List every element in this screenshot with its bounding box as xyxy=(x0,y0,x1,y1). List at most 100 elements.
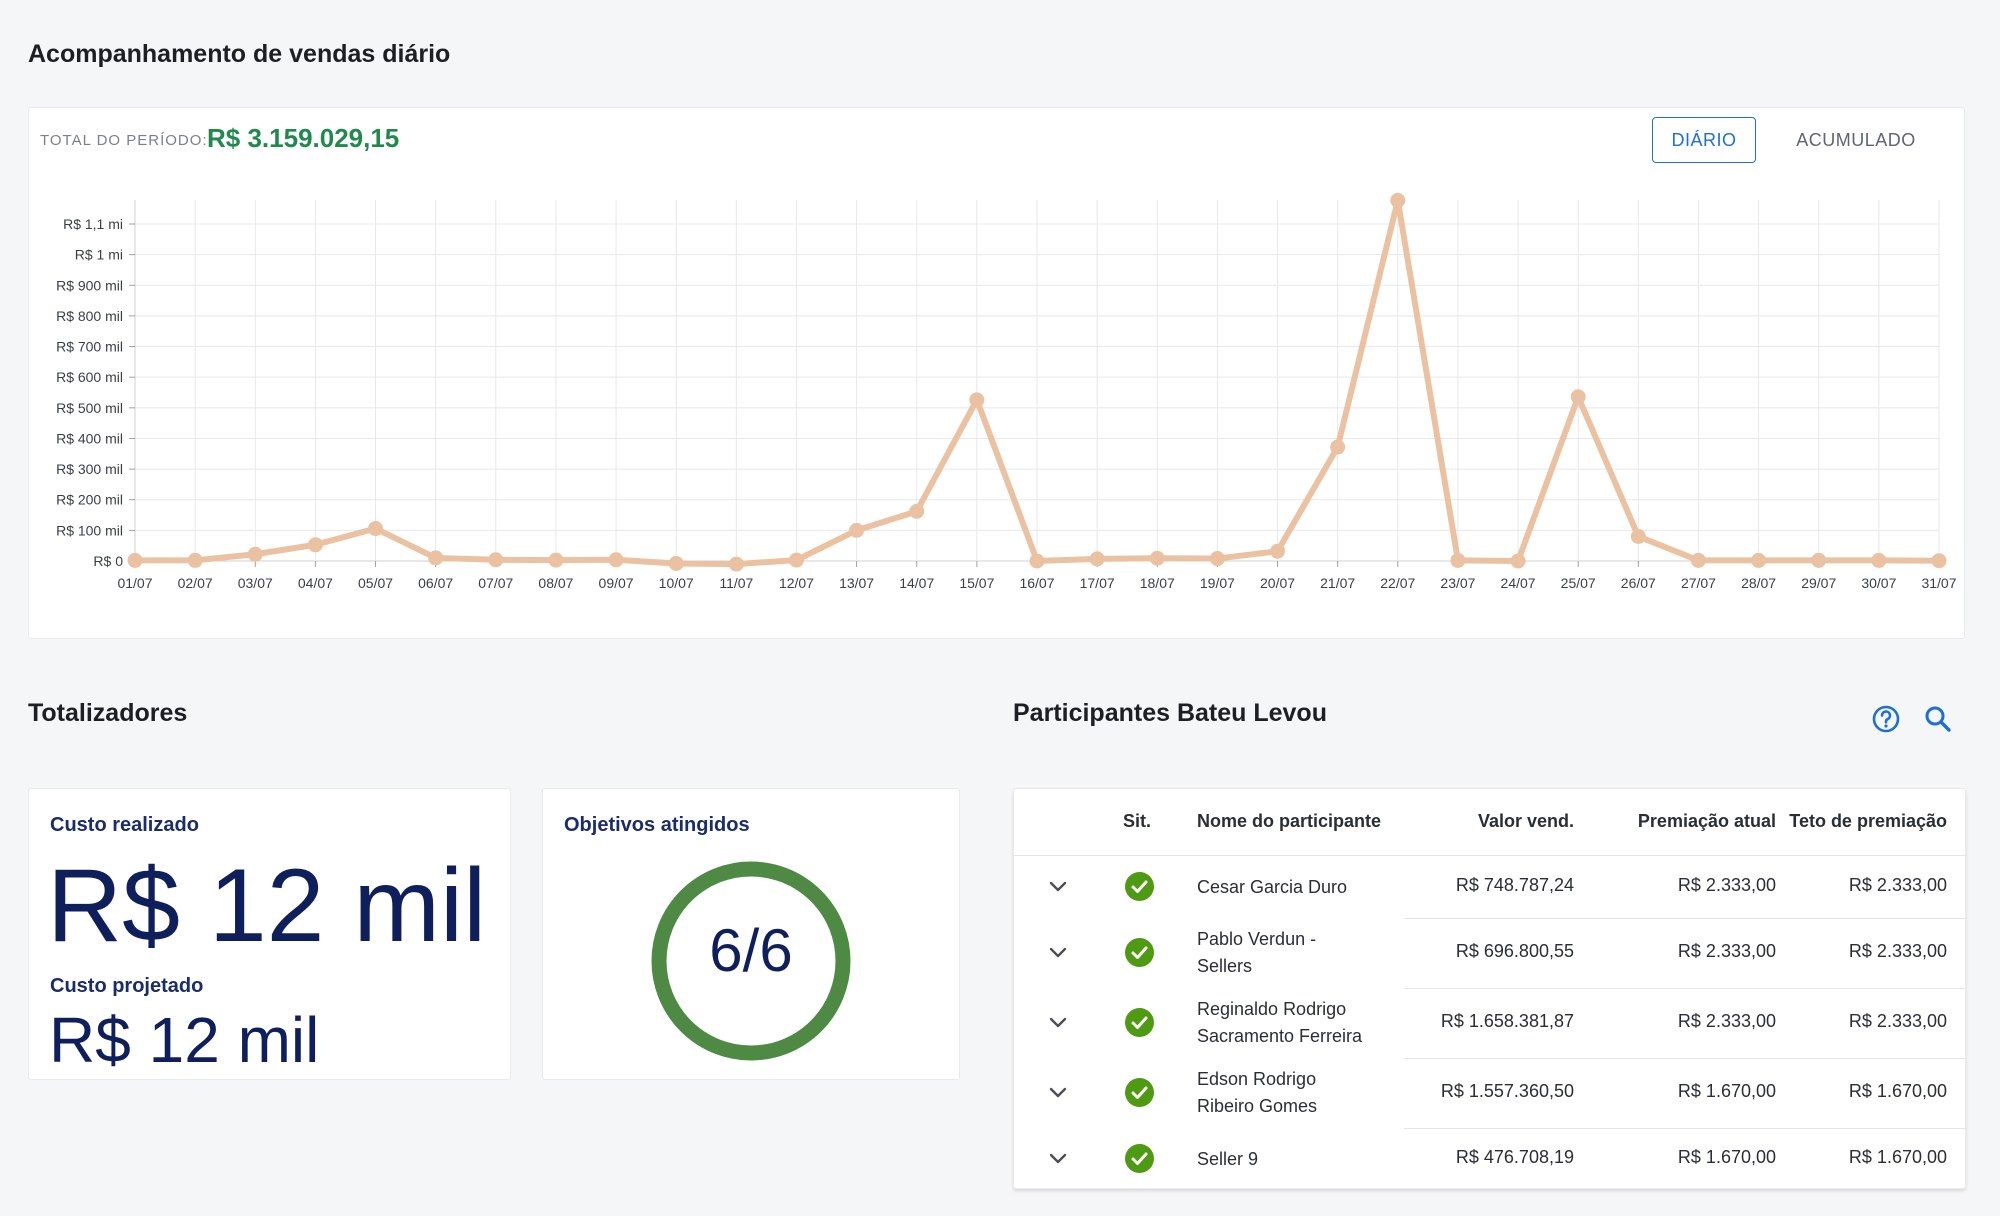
data-point[interactable] xyxy=(668,555,684,571)
check-circle-icon xyxy=(1125,871,1154,901)
chevron-down-icon[interactable] xyxy=(1048,1016,1068,1030)
help-icon[interactable] xyxy=(1868,701,1904,737)
participant-name-line2: Ribeiro Gomes xyxy=(1197,1096,1318,1116)
x-tick-label: 27/07 xyxy=(1681,575,1716,591)
daily-sales-title: Acompanhamento de vendas diário xyxy=(28,40,451,68)
data-point[interactable] xyxy=(368,521,384,537)
x-tick-label: 06/07 xyxy=(418,575,453,591)
participant-name-line1: Cesar Garcia Duro xyxy=(1197,876,1348,897)
column-header-cap: Teto de premiação xyxy=(1789,811,1947,831)
participant-name-line1: Reginaldo Rodrigo xyxy=(1197,999,1347,1019)
data-point[interactable] xyxy=(488,552,504,568)
data-point[interactable] xyxy=(849,522,865,538)
data-point[interactable] xyxy=(788,552,804,568)
sold-value: R$ 476.708,19 xyxy=(1455,1147,1574,1167)
data-point[interactable] xyxy=(728,556,744,572)
x-tick-label: 18/07 xyxy=(1140,575,1175,591)
chevron-down-icon[interactable] xyxy=(1048,1152,1068,1166)
prize-cap-value: R$ 1.670,00 xyxy=(1848,1147,1947,1167)
y-tick-label: R$ 200 mil xyxy=(56,492,123,508)
x-tick-label: 17/07 xyxy=(1080,575,1115,591)
x-tick-label: 07/07 xyxy=(478,575,513,591)
data-point[interactable] xyxy=(1270,543,1286,559)
x-tick-label: 03/07 xyxy=(238,575,273,591)
data-point[interactable] xyxy=(127,552,143,568)
sold-value: R$ 748.787,24 xyxy=(1455,874,1574,895)
data-point[interactable] xyxy=(1089,551,1105,567)
x-tick-label: 20/07 xyxy=(1260,575,1295,591)
x-tick-label: 23/07 xyxy=(1440,575,1475,591)
data-point[interactable] xyxy=(548,552,564,568)
data-point[interactable] xyxy=(1149,550,1165,566)
x-tick-label: 10/07 xyxy=(659,575,694,591)
participant-name-line2: Sellers xyxy=(1197,956,1253,976)
current-prize-value: R$ 1.670,00 xyxy=(1677,1081,1776,1101)
data-point[interactable] xyxy=(1630,528,1646,544)
chevron-down-icon[interactable] xyxy=(1048,1086,1068,1100)
period-total-label: TOTAL DO PERÍODO: xyxy=(40,132,208,149)
x-tick-label: 01/07 xyxy=(117,575,152,591)
chevron-down-icon[interactable] xyxy=(1048,946,1068,960)
data-point[interactable] xyxy=(1330,439,1346,455)
data-point[interactable] xyxy=(1931,553,1947,569)
column-header-prize: Premiação atual xyxy=(1637,811,1776,831)
y-tick-label: R$ 700 mil xyxy=(56,339,123,355)
data-point[interactable] xyxy=(1390,192,1406,208)
data-point[interactable] xyxy=(1690,552,1706,568)
objectives-value: 6/6 xyxy=(709,917,793,984)
participants-title: Participantes Bateu Levou xyxy=(1013,699,1327,727)
search-icon[interactable] xyxy=(1920,701,1956,737)
current-prize-value: R$ 2.333,00 xyxy=(1677,1011,1776,1031)
data-point[interactable] xyxy=(969,392,985,408)
cost-card: Custo realizado R$ 12 mil Custo projetad… xyxy=(28,788,511,1080)
y-tick-label: R$ 800 mil xyxy=(56,308,123,324)
y-tick-label: R$ 1,1 mi xyxy=(63,216,123,232)
y-tick-label: R$ 1 mi xyxy=(75,247,123,263)
data-point[interactable] xyxy=(247,546,263,562)
data-point[interactable] xyxy=(1811,552,1827,568)
current-prize-value: R$ 1.670,00 xyxy=(1677,1147,1776,1167)
row-divider xyxy=(1404,1128,1967,1129)
objectives-card: Objetivos atingidos 6/6 xyxy=(542,788,960,1080)
header-divider xyxy=(1014,855,1967,856)
daily-toggle-button[interactable]: DIÁRIO xyxy=(1652,117,1756,163)
projected-cost-value: R$ 12 mil xyxy=(49,1004,320,1076)
sold-value: R$ 696.800,55 xyxy=(1455,941,1574,961)
data-point[interactable] xyxy=(1029,553,1045,569)
participant-name: Seller 9 xyxy=(1197,1146,1258,1173)
y-tick-label: R$ 900 mil xyxy=(56,277,123,293)
x-tick-label: 28/07 xyxy=(1741,575,1776,591)
objectives-label: Objetivos atingidos xyxy=(564,814,750,836)
current-prize-value: R$ 2.333,00 xyxy=(1677,874,1776,895)
accumulated-toggle-button[interactable]: ACUMULADO xyxy=(1781,117,1931,163)
data-point[interactable] xyxy=(428,550,444,566)
check-circle-icon xyxy=(1125,1078,1154,1107)
x-tick-label: 05/07 xyxy=(358,575,393,591)
data-point[interactable] xyxy=(1570,389,1586,405)
data-point[interactable] xyxy=(1450,552,1466,568)
x-tick-label: 12/07 xyxy=(779,575,814,591)
data-point[interactable] xyxy=(1209,551,1225,567)
x-tick-label: 02/07 xyxy=(178,575,213,591)
column-header-sold: Valor vend. xyxy=(1477,811,1574,831)
x-tick-label: 21/07 xyxy=(1320,575,1355,591)
projected-cost-label: Custo projetado xyxy=(50,975,204,997)
data-point[interactable] xyxy=(307,537,323,553)
period-total-value: R$ 3.159.029,15 xyxy=(207,123,400,153)
participant-name-line2: Sacramento Ferreira xyxy=(1197,1026,1363,1046)
data-point[interactable] xyxy=(187,552,203,568)
data-point[interactable] xyxy=(1871,552,1887,568)
data-point[interactable] xyxy=(1510,553,1526,569)
data-point[interactable] xyxy=(1751,552,1767,568)
row-divider xyxy=(1404,1058,1967,1059)
participant-name-line1: Pablo Verdun - xyxy=(1197,929,1317,949)
x-tick-label: 29/07 xyxy=(1801,575,1836,591)
data-point[interactable] xyxy=(909,503,925,519)
x-tick-label: 11/07 xyxy=(719,575,753,591)
x-tick-label: 16/07 xyxy=(1019,575,1054,591)
data-point[interactable] xyxy=(608,552,624,568)
participant-name-line1: Edson Rodrigo xyxy=(1197,1069,1317,1089)
chevron-down-icon[interactable] xyxy=(1048,880,1068,894)
y-tick-label: R$ 0 xyxy=(93,553,123,569)
x-tick-label: 15/07 xyxy=(959,575,994,591)
